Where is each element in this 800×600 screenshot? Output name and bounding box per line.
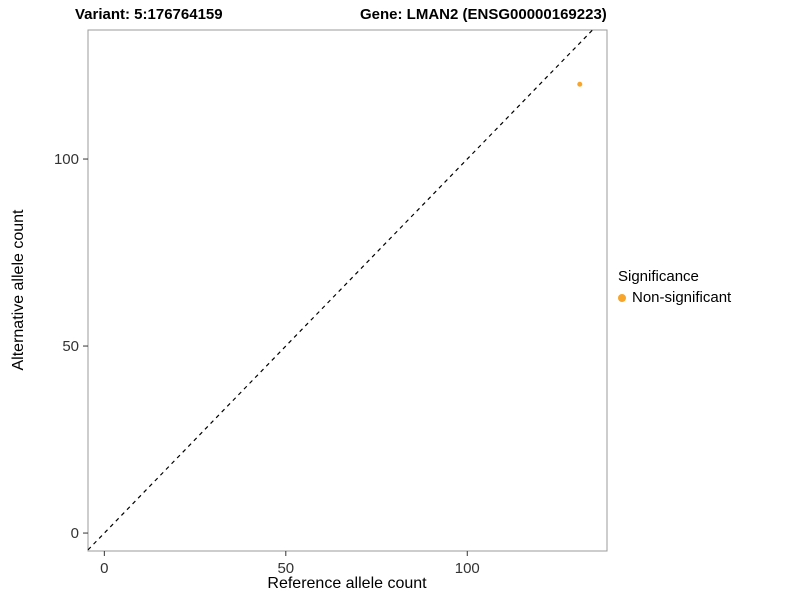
legend-entry: Non-significant <box>618 289 731 306</box>
plot-panel <box>87 29 608 552</box>
x-tick-label: 100 <box>455 560 480 577</box>
data-point <box>577 81 583 87</box>
x-axis-label: Reference allele count <box>267 575 427 592</box>
gene-title: Gene: LMAN2 (ENSG00000169223) <box>360 6 607 23</box>
y-tick-label: 50 <box>62 338 79 355</box>
legend-title: Significance <box>618 268 699 285</box>
legend-point-icon <box>618 293 626 302</box>
identity-dashed-line <box>87 29 593 551</box>
y-tick-label: 0 <box>71 525 79 542</box>
legend: Significance Non-significant <box>618 268 731 306</box>
legend-entry-label: Non-significant <box>632 289 732 306</box>
variant-title: Variant: 5:176764159 <box>75 6 223 23</box>
x-tick-label: 0 <box>100 560 108 577</box>
y-axis-label: Alternative allele count <box>10 209 27 371</box>
x-tick-label: 50 <box>277 560 294 577</box>
y-tick-label: 100 <box>54 151 79 168</box>
